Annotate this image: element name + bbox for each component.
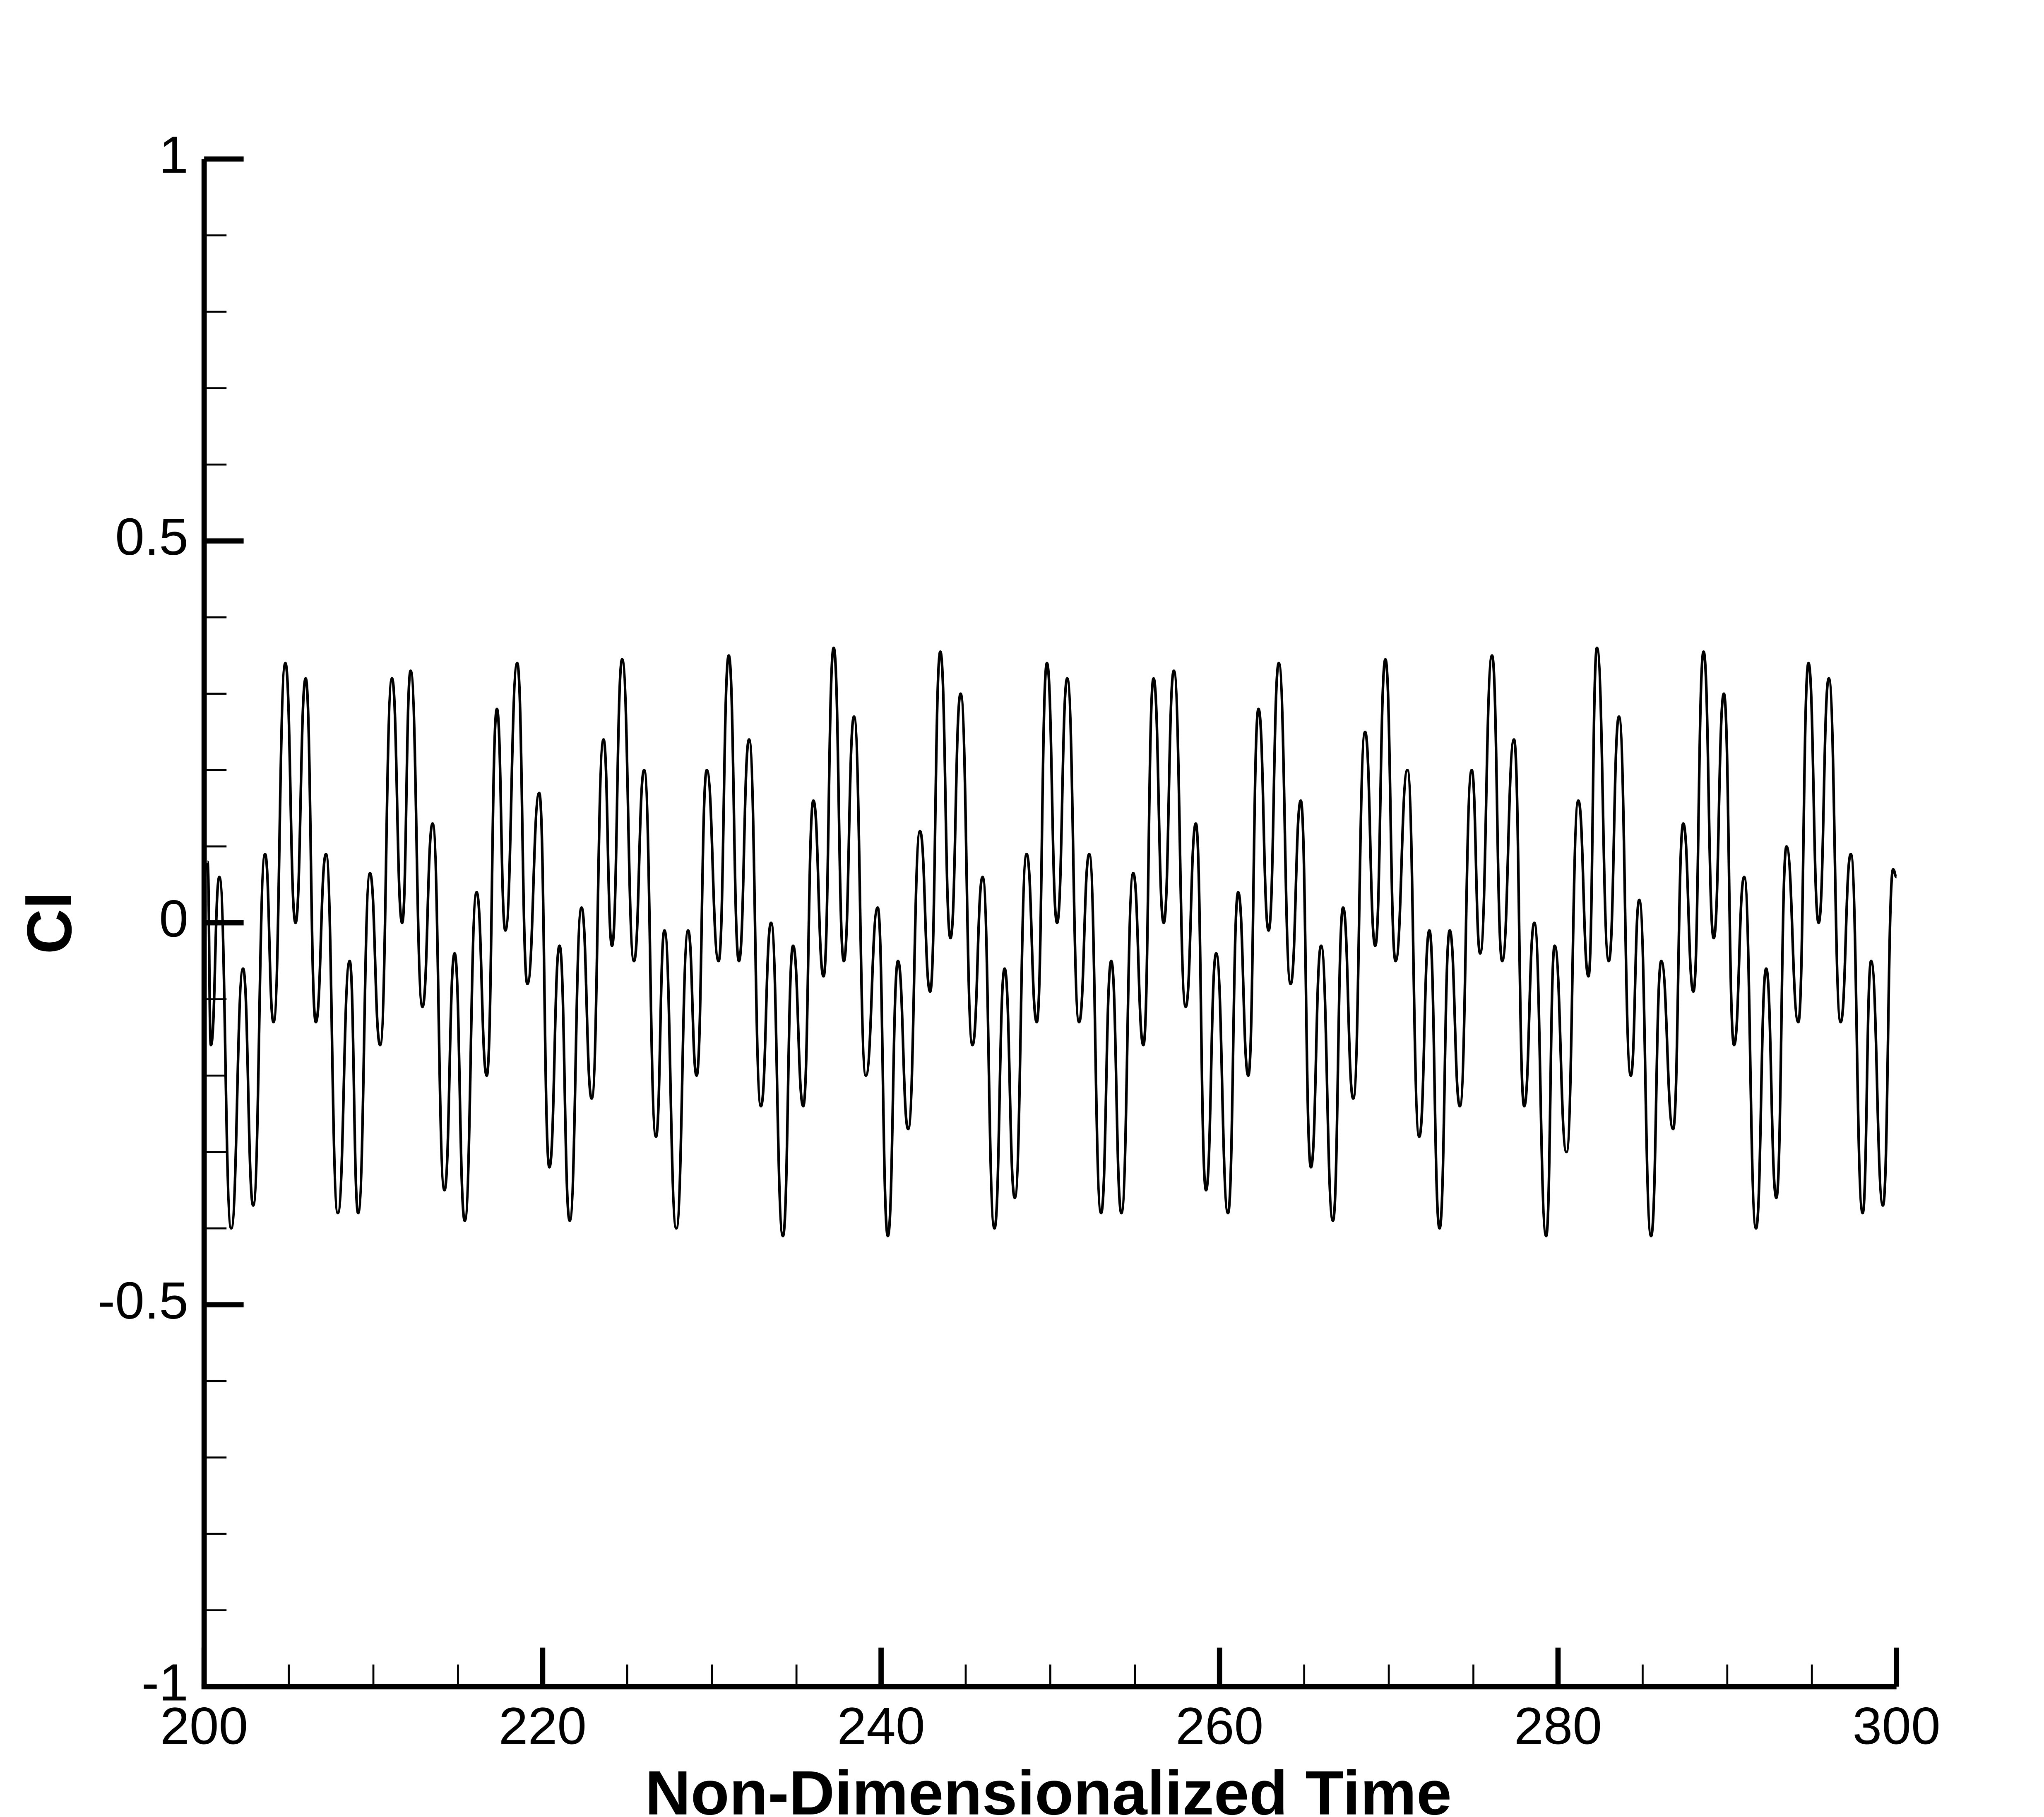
x-tick-label: 300: [1852, 1697, 1940, 1755]
x-tick-label: 260: [1176, 1697, 1263, 1755]
y-tick-label: -1: [142, 1653, 188, 1711]
y-tick-label: 0: [159, 889, 188, 948]
y-tick-label: -0.5: [98, 1271, 188, 1330]
x-tick-label: 240: [837, 1697, 925, 1755]
y-tick-label: 0.5: [115, 507, 188, 566]
x-axis-title: Non-Dimensionalized Time: [645, 1758, 1452, 1817]
y-tick-label: 1: [159, 125, 188, 184]
y-axis-title: Cl: [14, 892, 85, 954]
x-tick-label: 220: [499, 1697, 587, 1755]
line-series: [206, 646, 1897, 1237]
x-tick-label: 280: [1514, 1697, 1602, 1755]
x-tick-label: 200: [160, 1697, 248, 1755]
